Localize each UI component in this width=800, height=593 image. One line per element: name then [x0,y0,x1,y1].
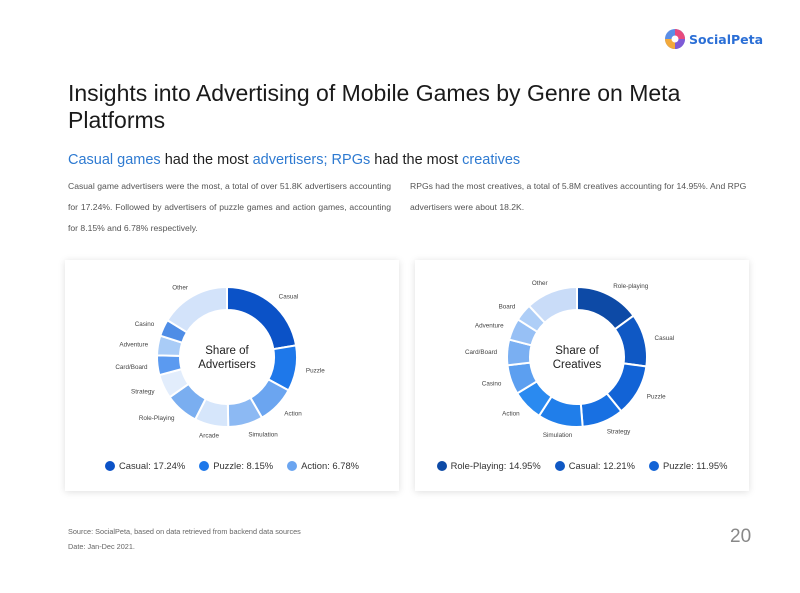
creatives-label-strategy: Strategy [607,429,631,436]
source-text: Source: SocialPeta, based on data retrie… [68,527,301,536]
creatives-label-action: Action [502,410,520,417]
section-subtitle: Casual games had the most advertisers; R… [68,152,520,168]
advertisers-label-arcade: Arcade [199,432,219,439]
advertisers-label-casual: Casual [279,293,299,300]
creatives-chart-panel: Role-playing Casual Puzzle Strategy Simulati… [415,260,749,491]
legend-label: Role-Playing: 14.95% [450,460,541,471]
creatives-slice-other [527,285,578,325]
paragraph-advertisers: Casual game advertisers were the most, a… [68,181,391,233]
advertisers-label-card-board: Card/Board [115,364,148,371]
brand-logo: SocialPeta [664,28,763,50]
advertisers-label-casino: Casino [135,321,155,328]
source-note: Source: SocialPeta, based on data retrie… [68,524,301,554]
subtitle-part-3: advertisers; RPGs [252,152,371,168]
creatives-label-other: Other [532,280,548,287]
date-text: Date: Jan-Dec 2021. [68,542,135,551]
creatives-label-adventure: Adventure [475,323,504,330]
legend-label: Casual: 17.24% [119,460,186,471]
advertisers-chart-panel: Casual Puzzle Action Simulation Arcade Role-P… [65,260,399,491]
creatives-label-card-board: Card/Board [465,349,498,356]
advertisers-legend-item: Action: 6.78% [287,460,359,471]
legend-dot-icon [105,460,115,471]
page-title: Insights into Advertising of Mobile Game… [68,80,681,133]
legend-dot-icon [648,460,659,471]
creatives-label-puzzle: Puzzle [647,394,666,401]
legend-dot-icon [199,460,210,471]
subtitle-part-1: Casual games [68,152,161,168]
creatives-legend-item: Role-Playing: 14.95% [436,460,541,471]
legend-label: Puzzle: 11.95% [662,460,728,471]
creatives-donut-chart: Role-playing Casual Puzzle Strategy Simulati… [465,280,675,439]
advertisers-label-adventure: Adventure [119,341,148,348]
creatives-center-label-2: Creatives [553,359,602,371]
legend-dot-icon [554,460,565,471]
legend-dot-icon [436,460,447,471]
advertisers-label-simulation: Simulation [248,432,278,439]
legend-label: Casual: 12.21% [568,460,635,471]
advertisers-legend: Casual: 17.24% Puzzle: 8.15% Action: 6.78% [65,460,399,471]
advertisers-center-label-1: Share of [205,345,249,357]
advertisers-legend-item: Puzzle: 8.15% [199,460,273,471]
subtitle-part-2: had the most [160,152,253,168]
advertisers-center-label-2: Advertisers [198,359,256,371]
advertisers-label-action: Action [284,410,302,417]
advertisers-legend-item: Casual: 17.24% [105,460,185,471]
logo-text: SocialPeta [689,31,764,47]
advertisers-label-role-playing: Role-Playing [139,415,175,422]
logo-icon [665,29,685,49]
creatives-center-label-1: Share of [555,345,599,357]
creatives-label-casino: Casino [482,381,502,388]
subtitle-part-5: creatives [462,152,521,168]
creatives-legend: Role-Playing: 14.95% Casual: 12.21% Puzzle… [415,460,749,471]
creatives-label-simulation: Simulation [543,432,573,439]
page-number: 20 [730,526,752,547]
advertisers-slice-other [166,285,228,334]
creatives-label-role-playing: Role-playing [613,283,648,290]
advertisers-label-puzzle: Puzzle [306,368,325,375]
paragraph-creatives: RPGs had the most creatives, a total of … [410,181,747,212]
advertisers-label-other: Other [172,285,188,292]
creatives-label-casual: Casual [655,335,675,342]
advertisers-label-strategy: Strategy [131,388,155,395]
creatives-label-board: Board [499,303,516,310]
advertisers-donut-chart: Casual Puzzle Action Simulation Arcade Role-P… [115,285,325,440]
legend-label: Puzzle: 8.15% [213,460,274,471]
creatives-legend-item: Puzzle: 11.95% [648,460,728,471]
legend-dot-icon [287,460,298,471]
legend-label: Action: 6.78% [301,460,359,471]
creatives-legend-item: Casual: 12.21% [554,460,635,471]
subtitle-part-4: had the most [370,152,463,168]
